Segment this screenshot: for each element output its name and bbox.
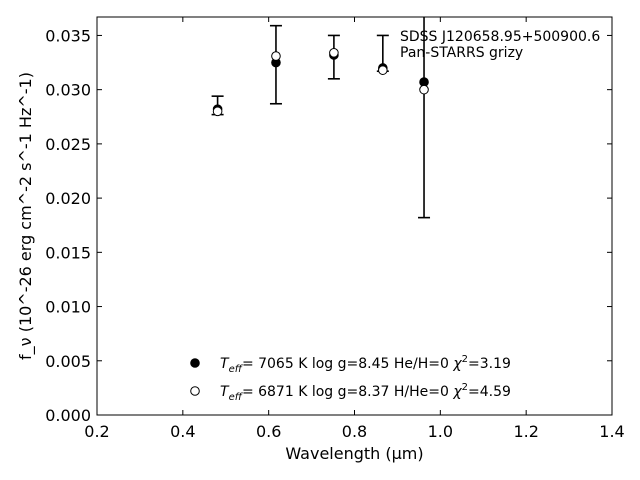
x-tick-label: 0.2 bbox=[84, 422, 109, 441]
legend-marker-open bbox=[190, 386, 200, 396]
y-tick-label: 0.010 bbox=[45, 298, 91, 317]
x-axis-label: Wavelength (μm) bbox=[285, 444, 423, 463]
plot-area bbox=[211, 17, 431, 219]
y-axis: 0.000 0.005 0.010 0.015 0.020 0.025 0.030 0.035 bbox=[45, 26, 612, 425]
model-point-open bbox=[212, 106, 223, 117]
y-tick-label: 0.030 bbox=[45, 81, 91, 100]
legend-entry-text: Teff= 6871 K log g=8.37 H/He=0 χ2=4.59 bbox=[220, 382, 511, 403]
model-point-open bbox=[271, 51, 281, 61]
x-tick-label: 1.4 bbox=[599, 422, 624, 441]
model-point-open bbox=[419, 84, 429, 95]
y-tick-label: 0.025 bbox=[45, 135, 91, 154]
x-tick-label: 0.8 bbox=[342, 422, 367, 441]
survey-annotation: Pan-STARRS grizy bbox=[400, 45, 523, 61]
model-point-open bbox=[378, 65, 388, 75]
legend-marker-filled bbox=[190, 358, 200, 368]
legend: Teff= 7065 K log g=8.45 He/H=0 χ2=3.19 Te… bbox=[190, 354, 511, 403]
x-tick-label: 0.4 bbox=[170, 422, 195, 441]
x-tick-label: 1.2 bbox=[513, 422, 538, 441]
y-tick-label: 0.005 bbox=[45, 352, 91, 371]
x-axis: 0.2 0.4 0.6 0.8 1.0 1.2 1.4 bbox=[84, 17, 625, 441]
y-tick-label: 0.015 bbox=[45, 243, 91, 262]
y-tick-label: 0.035 bbox=[45, 26, 91, 45]
model-point-open bbox=[329, 47, 339, 58]
object-name-annotation: SDSS J120658.95+500900.6 bbox=[400, 29, 600, 45]
y-axis-label: f_ν (10^-26 erg cm^-2 s^-1 Hz^-1) bbox=[16, 72, 36, 360]
legend-entry-text: Teff= 7065 K log g=8.45 He/H=0 χ2=3.19 bbox=[220, 354, 511, 375]
y-tick-label: 0.020 bbox=[45, 189, 91, 208]
x-tick-label: 1.0 bbox=[428, 422, 453, 441]
y-tick-label: 0.000 bbox=[45, 406, 91, 425]
x-tick-label: 0.6 bbox=[256, 422, 281, 441]
